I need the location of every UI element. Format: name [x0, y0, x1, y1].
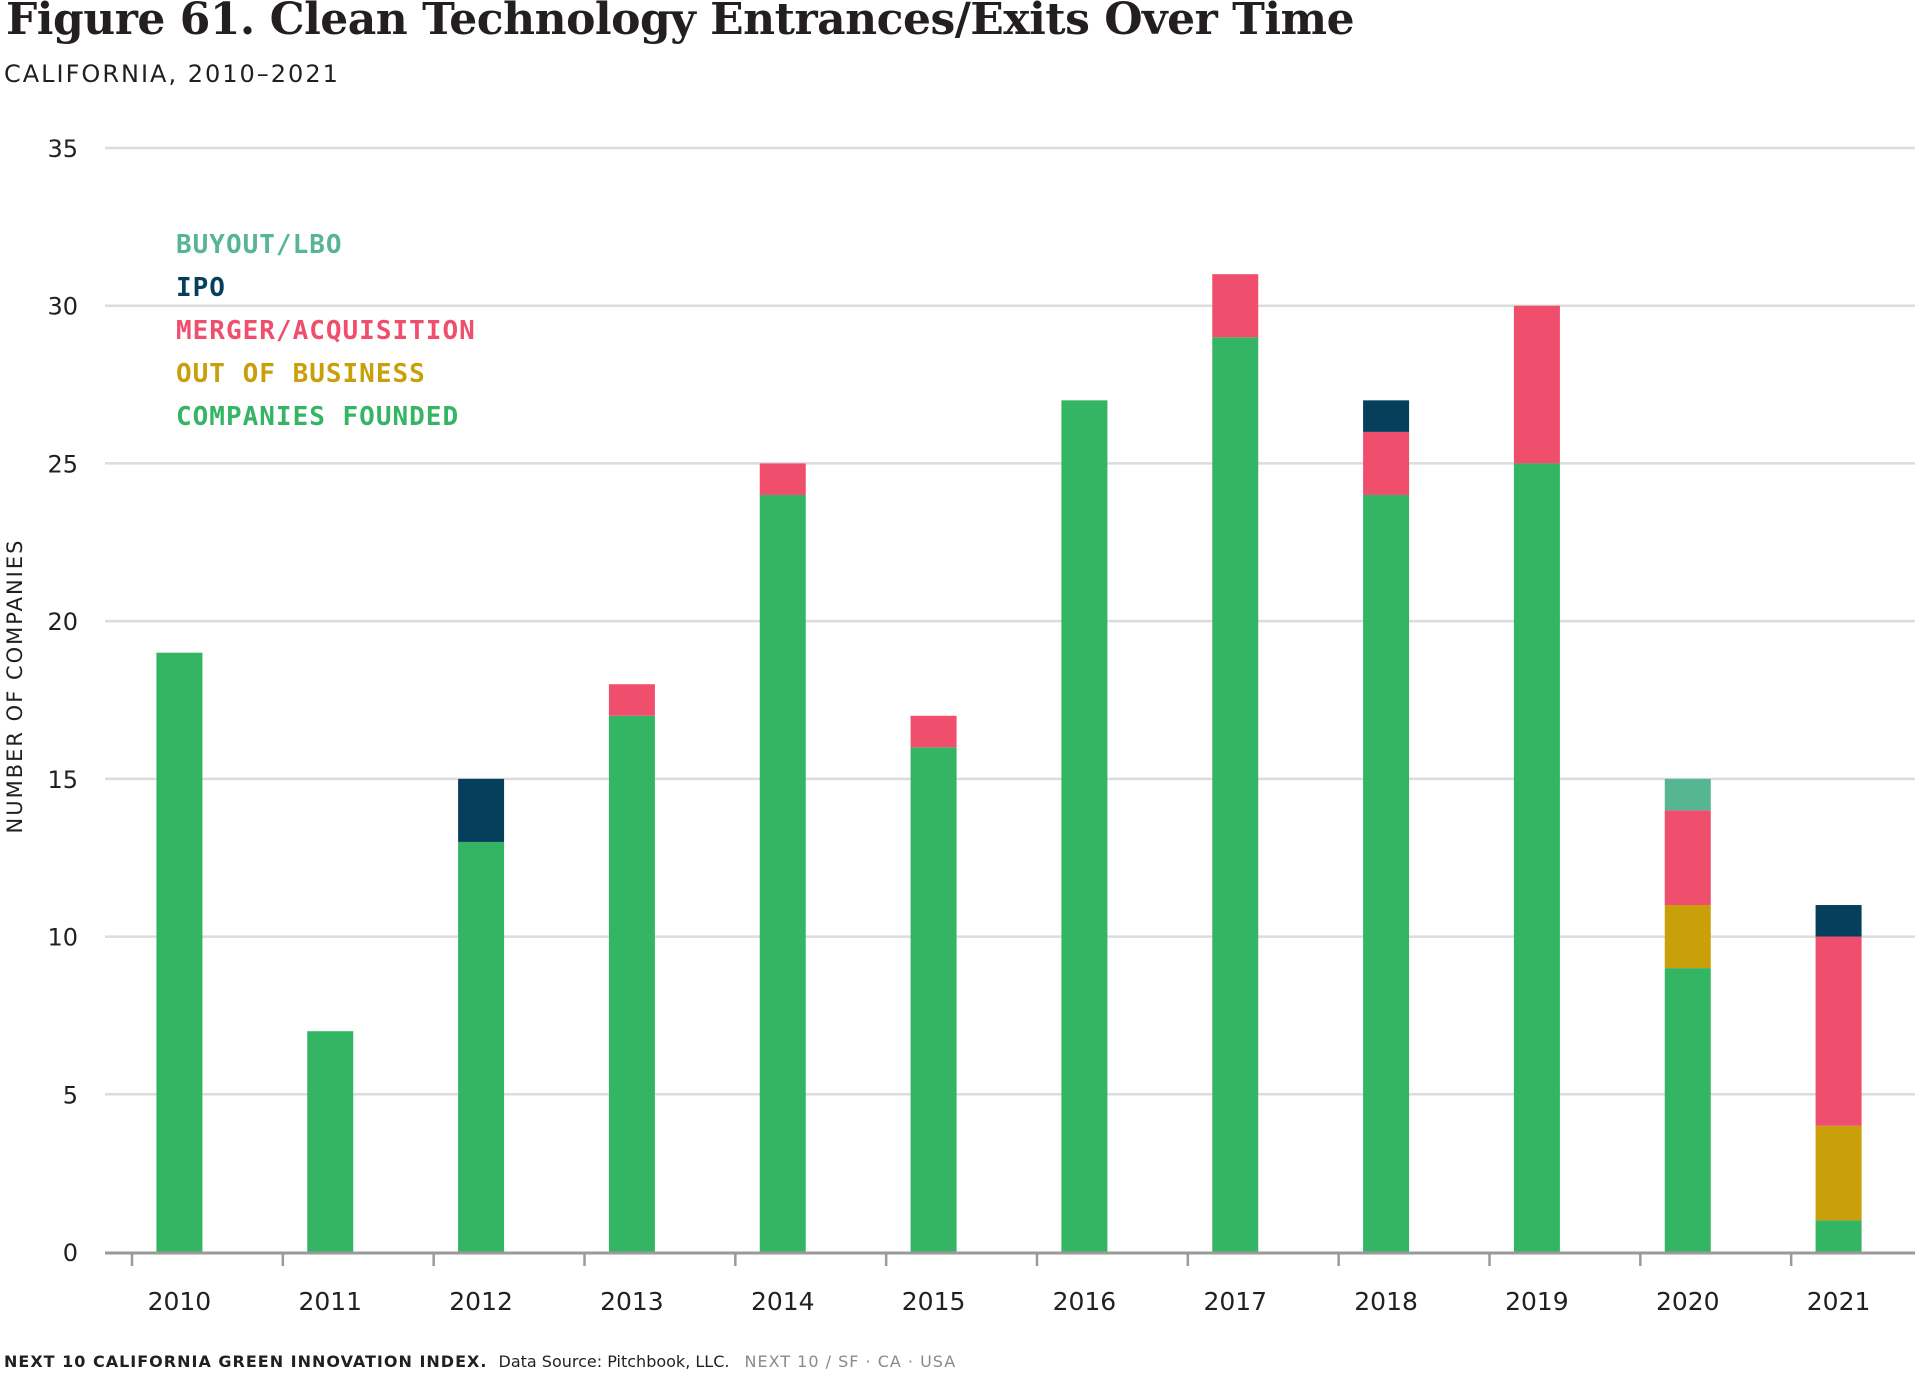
x-tick-label: 2013: [600, 1287, 664, 1316]
x-tick-label: 2010: [148, 1287, 212, 1316]
legend-item: MERGER/ACQUISITION: [176, 316, 476, 346]
bar-segment: [1664, 778, 1711, 811]
x-tick-label: 2011: [298, 1287, 362, 1316]
bar-segment: [458, 778, 505, 842]
bar-segment: [1815, 905, 1862, 937]
y-tick-label: 30: [47, 293, 78, 321]
bar-segment: [1664, 905, 1711, 969]
bar-segment: [1363, 431, 1410, 495]
bar-segment: [608, 684, 655, 716]
bar-segment: [156, 652, 203, 1252]
x-tick-label: 2017: [1203, 1287, 1267, 1316]
y-tick-label: 20: [47, 608, 78, 636]
x-tick-label: 2015: [902, 1287, 966, 1316]
x-tick-label: 2021: [1807, 1287, 1871, 1316]
bar-segment: [1363, 400, 1410, 432]
bar-segment: [1664, 968, 1711, 1252]
y-tick-label: 0: [63, 1239, 78, 1267]
x-tick-label: 2019: [1505, 1287, 1569, 1316]
bar-segment: [1212, 274, 1259, 338]
bar-segment: [910, 747, 957, 1252]
footer: NEXT 10 CALIFORNIA GREEN INNOVATION INDE…: [4, 1352, 956, 1371]
legend-item: COMPANIES FOUNDED: [176, 402, 459, 432]
bar-segment: [1815, 936, 1862, 1126]
legend-item: BUYOUT/LBO: [176, 230, 343, 260]
legend-item: IPO: [176, 273, 226, 303]
x-tick-label: 2016: [1053, 1287, 1117, 1316]
bar-segment: [1061, 400, 1108, 1252]
bar-segment: [759, 494, 806, 1252]
bar-segment: [458, 841, 505, 1252]
y-tick-label: 15: [47, 766, 78, 794]
x-tick-label: 2012: [449, 1287, 513, 1316]
footer-org: NEXT 10 / SF · CA · USA: [744, 1352, 957, 1371]
x-tick-label: 2020: [1656, 1287, 1720, 1316]
bar-segment: [1513, 305, 1560, 464]
bar-segment: [608, 715, 655, 1252]
bar-segment: [759, 463, 806, 495]
y-tick-label: 10: [47, 924, 78, 952]
bar-segment: [910, 715, 957, 748]
footer-source: Data Source: Pitchbook, LLC.: [498, 1352, 730, 1371]
x-tick-label: 2014: [751, 1287, 815, 1316]
bar-segment: [1815, 1125, 1862, 1221]
x-tick-label: 2018: [1354, 1287, 1418, 1316]
y-tick-label: 35: [47, 135, 78, 163]
bar-segment: [1664, 810, 1711, 906]
bar-segment: [307, 1031, 354, 1252]
chart-title: Figure 61. Clean Technology Entrances/Ex…: [6, 0, 1355, 45]
y-tick-label: 25: [47, 450, 78, 478]
footer-brand: NEXT 10 CALIFORNIA GREEN INNOVATION INDE…: [4, 1352, 488, 1371]
bar-segment: [1815, 1220, 1862, 1252]
chart-subtitle: CALIFORNIA, 2010–2021: [4, 60, 340, 88]
y-tick-label: 5: [63, 1081, 78, 1109]
bar-segment: [1513, 463, 1560, 1252]
legend-item: OUT OF BUSINESS: [176, 359, 426, 389]
y-axis-label: NUMBER OF COMPANIES: [3, 539, 27, 834]
bar-segment: [1363, 494, 1410, 1252]
bar-segment: [1212, 337, 1259, 1252]
